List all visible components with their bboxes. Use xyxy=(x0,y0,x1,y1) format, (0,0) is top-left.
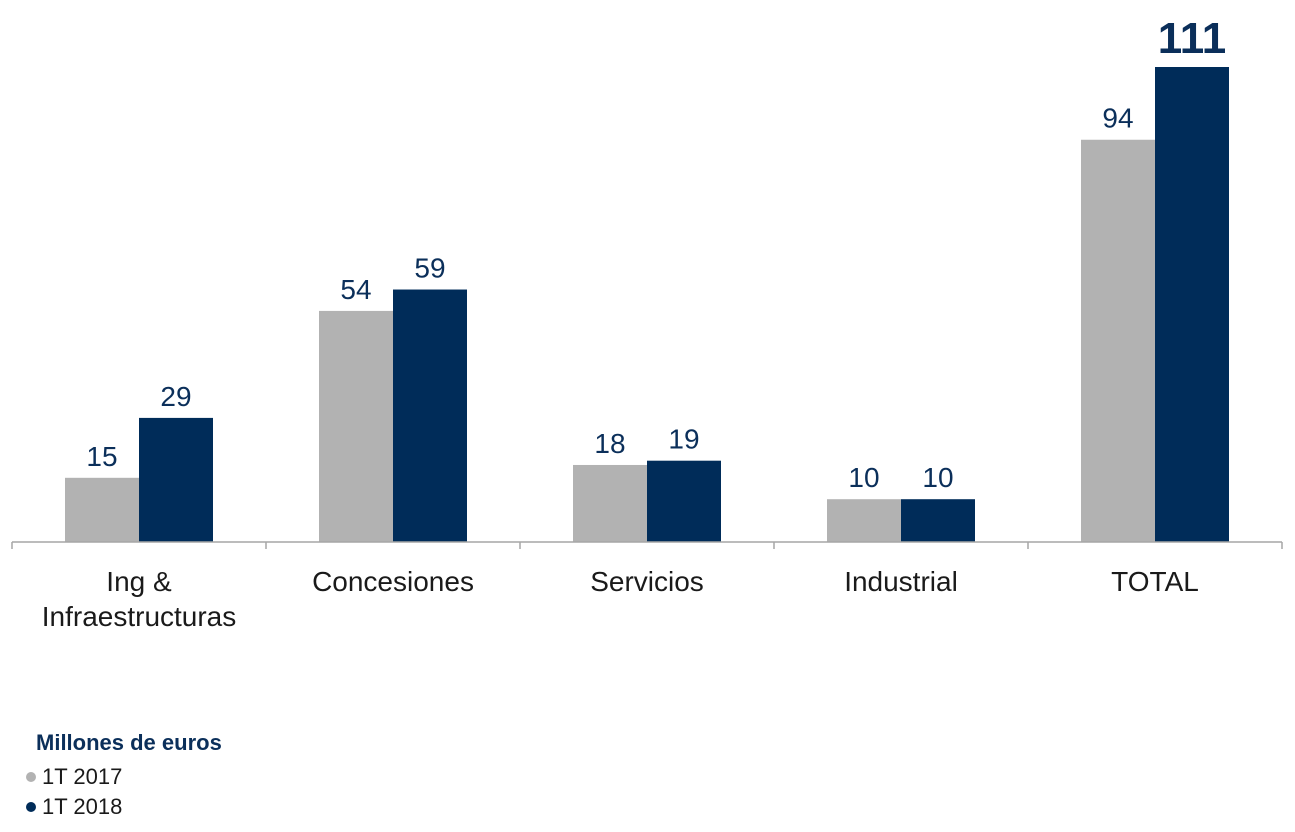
category-label: Servicios xyxy=(590,566,704,597)
bar-1t-2018-3 xyxy=(901,499,975,542)
bar-1t-2018-2 xyxy=(647,461,721,542)
value-label: 54 xyxy=(340,274,371,305)
value-label: 94 xyxy=(1102,103,1133,134)
legend-title: Millones de euros xyxy=(36,730,222,756)
bar-1t-2017-2 xyxy=(573,465,647,542)
bar-1t-2017-3 xyxy=(827,499,901,542)
bar-1t-2018-0 xyxy=(139,418,213,542)
bar-1t-2018-4 xyxy=(1155,67,1229,542)
value-label: 10 xyxy=(922,462,953,493)
value-label: 19 xyxy=(668,424,699,455)
value-label: 10 xyxy=(848,462,879,493)
bars-group xyxy=(65,67,1229,542)
legend-marker-1t-2017 xyxy=(26,772,36,782)
value-label: 15 xyxy=(86,441,117,472)
legend-label-1t-2017: 1T 2017 xyxy=(42,764,122,790)
bar-1t-2017-1 xyxy=(319,311,393,542)
bar-chart: 15 29 54 59 18 19 10 10 94 111 Ing & Infraestructu… xyxy=(0,0,1295,700)
legend: Millones de euros 1T 2017 1T 2018 xyxy=(36,730,222,822)
value-label: 111 xyxy=(1158,14,1227,63)
category-labels-group: Ing & Infraestructuras Concesiones Servicio… xyxy=(42,566,1199,632)
value-label: 29 xyxy=(160,381,191,412)
category-label: TOTAL xyxy=(1111,566,1199,597)
category-label: Industrial xyxy=(844,566,958,597)
category-label: Ing & Infraestructuras xyxy=(42,566,237,632)
x-axis-ticks xyxy=(12,542,1282,549)
legend-item-1t-2017: 1T 2017 xyxy=(26,762,222,792)
legend-marker-1t-2018 xyxy=(26,802,36,812)
legend-label-1t-2018: 1T 2018 xyxy=(42,794,122,820)
value-labels-group: 15 29 54 59 18 19 10 10 94 111 xyxy=(86,14,1226,493)
bar-1t-2017-4 xyxy=(1081,140,1155,542)
value-label: 18 xyxy=(594,428,625,459)
bar-1t-2018-1 xyxy=(393,290,467,542)
bar-1t-2017-0 xyxy=(65,478,139,542)
category-label: Concesiones xyxy=(312,566,474,597)
value-label: 59 xyxy=(414,253,445,284)
legend-item-1t-2018: 1T 2018 xyxy=(26,792,222,822)
